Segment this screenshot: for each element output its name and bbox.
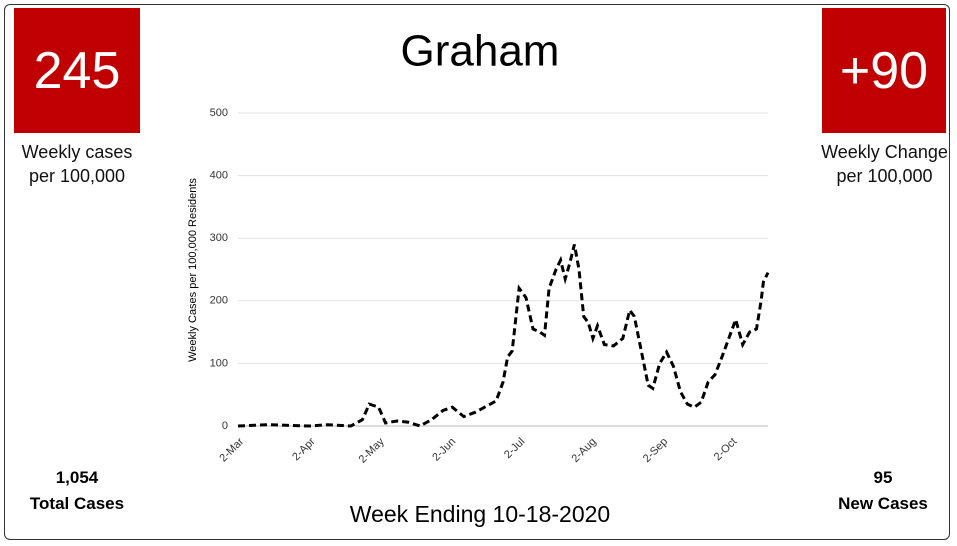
x-tick-label: 2-Mar — [217, 435, 246, 464]
total-cases: 1,054 — [55, 468, 99, 487]
x-tick-label: 2-May — [357, 435, 387, 465]
y-tick-label: 300 — [210, 232, 228, 244]
x-tick-label: 2-Apr — [290, 435, 318, 463]
x-tick-label: 2-Oct — [712, 436, 740, 464]
y-tick-label: 400 — [210, 170, 228, 182]
y-axis-label: Weekly Cases per 100,000 Residents — [187, 178, 199, 362]
footer: Week Ending 10-18-2020 — [350, 501, 610, 527]
x-tick-label: 2-Jul — [502, 436, 527, 461]
y-tick-label: 0 — [222, 420, 228, 432]
right-label: Weekly Change per 100,000 — [821, 142, 948, 186]
chart-title: Graham — [401, 27, 560, 76]
y-tick-label: 200 — [210, 295, 228, 307]
y-tick-label: 500 — [210, 107, 228, 119]
right-value: +90 — [822, 8, 946, 133]
left-label: Weekly cases per 100,000 — [21, 142, 133, 186]
data-line — [237, 244, 770, 428]
frame — [4, 4, 950, 540]
y-tick-label: 100 — [210, 357, 228, 369]
x-tick-label: 2-Sep — [641, 436, 670, 465]
total-cases-label: Total Cases — [29, 494, 125, 513]
new-cases: 95 — [873, 468, 893, 487]
x-tick-label: 2-Aug — [569, 436, 598, 465]
x-tick-label: 2-Jun — [430, 436, 458, 464]
left-value: 245 — [14, 8, 140, 133]
new-cases-label: New Cases — [838, 494, 928, 513]
